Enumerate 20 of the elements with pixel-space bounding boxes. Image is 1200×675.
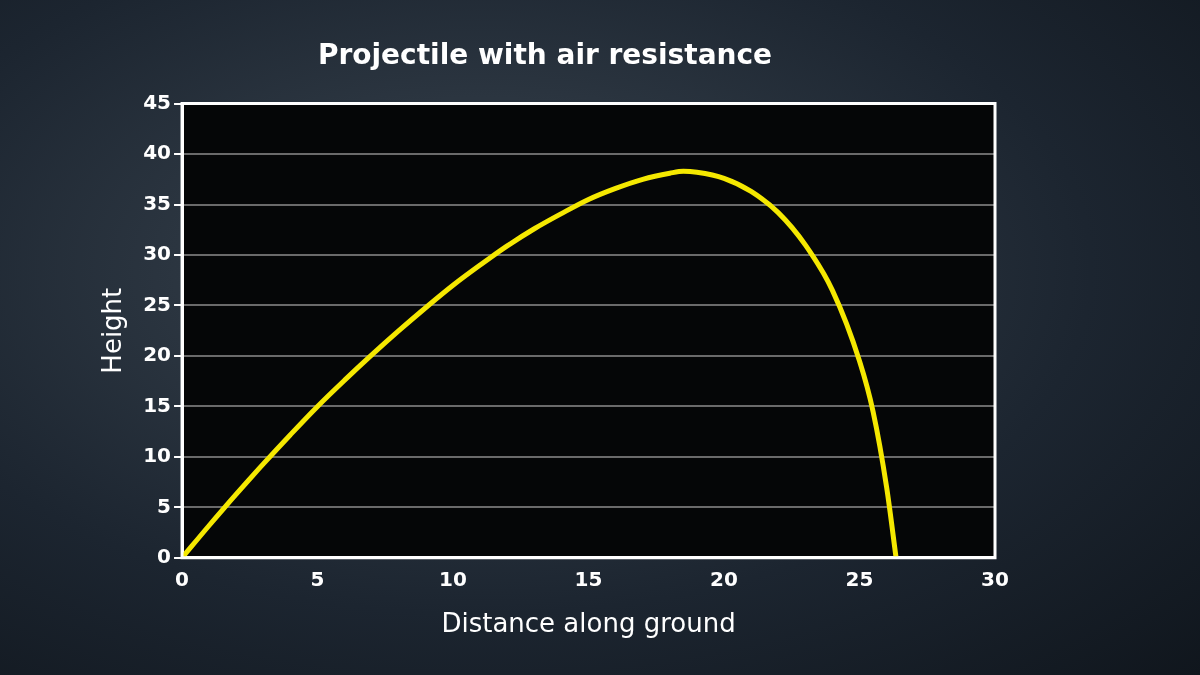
x-axis-title: Distance along ground xyxy=(441,608,736,639)
y-tick-label: 10 xyxy=(143,443,172,468)
x-tick-label: 5 xyxy=(310,567,325,591)
chart-title: Projectile with air resistance xyxy=(317,38,773,72)
y-tick-label: 15 xyxy=(143,392,172,417)
x-tick-label: 30 xyxy=(981,567,1009,591)
y-tick-label: 5 xyxy=(157,493,172,518)
x-tick-label: 15 xyxy=(574,567,603,591)
y-tick-label: 35 xyxy=(143,190,172,215)
x-tick-label: 25 xyxy=(845,567,874,591)
x-tick-label: 10 xyxy=(439,567,467,591)
y-tick-label: 45 xyxy=(143,89,172,114)
x-tick-label: 20 xyxy=(710,567,738,591)
x-tick-label: 0 xyxy=(175,567,189,591)
y-tick-label: 40 xyxy=(143,140,172,165)
y-tick-label: 30 xyxy=(143,241,172,266)
y-tick-label: 20 xyxy=(143,342,172,367)
y-tick-label: 0 xyxy=(157,544,172,568)
y-tick-label: 25 xyxy=(143,291,172,316)
y-axis-title: Height xyxy=(97,287,128,374)
